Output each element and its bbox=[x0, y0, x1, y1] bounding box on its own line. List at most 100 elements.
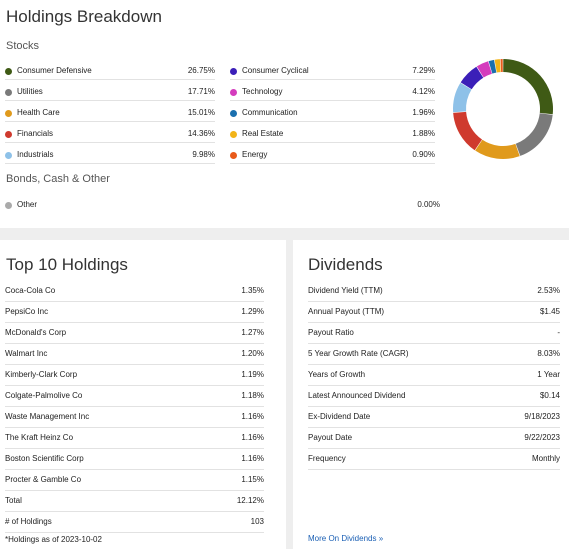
row-value: 2.53% bbox=[537, 286, 560, 295]
sector-percent: 7.29% bbox=[412, 66, 435, 75]
row-label: Colgate-Palmolive Co bbox=[5, 391, 83, 400]
sector-name: Industrials bbox=[17, 150, 54, 159]
row-label: Waste Management Inc bbox=[5, 412, 90, 421]
row-divider bbox=[230, 121, 435, 122]
sector-color-dot bbox=[230, 110, 237, 117]
row-divider bbox=[308, 448, 560, 449]
sector-percent: 1.88% bbox=[412, 129, 435, 138]
row-value: 1.15% bbox=[241, 475, 264, 484]
donut-slice-technology bbox=[476, 61, 492, 78]
sector-name: Consumer Cyclical bbox=[242, 66, 309, 75]
table-row: Ex-Dividend Date 9/18/2023 bbox=[308, 407, 560, 428]
row-value: - bbox=[557, 328, 560, 337]
sector-color-dot bbox=[5, 152, 12, 159]
sector-name: Utilities bbox=[17, 87, 43, 96]
row-label: Payout Ratio bbox=[308, 328, 354, 337]
table-row: Kimberly-Clark Corp 1.19% bbox=[5, 365, 264, 386]
donut-slice-utilities bbox=[515, 113, 553, 156]
sector-color-dot bbox=[5, 89, 12, 96]
sector-color-dot bbox=[230, 131, 237, 138]
donut-slice-industrials bbox=[453, 82, 472, 113]
row-value: 1.16% bbox=[241, 433, 264, 442]
row-divider bbox=[5, 121, 215, 122]
sector-percent: 17.71% bbox=[187, 87, 215, 96]
more-on-dividends-link[interactable]: More On Dividends » bbox=[308, 534, 384, 543]
row-label: Ex-Dividend Date bbox=[308, 412, 371, 421]
sector-color-dot bbox=[230, 68, 237, 75]
dividends-panel: Dividends Dividend Yield (TTM) 2.53% Annua… bbox=[293, 240, 569, 549]
row-divider bbox=[5, 79, 215, 80]
donut-slice-consumer-cyclical bbox=[460, 66, 484, 90]
row-value: 1.29% bbox=[241, 307, 264, 316]
table-row: Colgate-Palmolive Co 1.18% bbox=[5, 386, 264, 407]
sector-name: Communication bbox=[242, 108, 298, 117]
row-value: 103 bbox=[250, 517, 264, 526]
table-row: Dividend Yield (TTM) 2.53% bbox=[308, 281, 560, 302]
sector-donut-chart bbox=[453, 59, 553, 159]
holdings-footnote: *Holdings as of 2023-10-02 bbox=[5, 535, 102, 544]
sector-color-dot bbox=[5, 110, 12, 117]
row-divider bbox=[5, 532, 264, 533]
row-divider bbox=[308, 469, 560, 470]
row-label: Dividend Yield (TTM) bbox=[308, 286, 383, 295]
sector-name: Financials bbox=[17, 129, 54, 138]
row-value: 1.27% bbox=[241, 328, 264, 337]
row-divider bbox=[5, 406, 264, 407]
row-divider bbox=[230, 142, 435, 143]
row-value: 9/18/2023 bbox=[524, 412, 560, 421]
row-value: 1.16% bbox=[241, 454, 264, 463]
row-divider bbox=[5, 100, 215, 101]
row-value: $0.14 bbox=[539, 391, 560, 400]
row-divider bbox=[230, 79, 435, 80]
row-label: 5 Year Growth Rate (CAGR) bbox=[308, 349, 409, 358]
row-divider bbox=[308, 364, 560, 365]
top-10-holdings-title: Top 10 Holdings bbox=[6, 255, 128, 274]
table-row: Payout Ratio - bbox=[308, 323, 560, 344]
row-divider bbox=[308, 322, 560, 323]
row-label: Kimberly-Clark Corp bbox=[5, 370, 78, 379]
table-row: Payout Date 9/22/2023 bbox=[308, 428, 560, 449]
row-label: PepsiCo Inc bbox=[5, 307, 49, 316]
table-row: 5 Year Growth Rate (CAGR) 8.03% bbox=[308, 344, 560, 365]
donut-slice-consumer-defensive bbox=[503, 59, 553, 115]
sector-name: Consumer Defensive bbox=[17, 66, 92, 75]
holdings-breakdown-title: Holdings Breakdown bbox=[6, 7, 162, 26]
row-divider bbox=[5, 469, 264, 470]
row-value: 1.20% bbox=[241, 349, 264, 358]
sector-color-dot bbox=[230, 152, 237, 159]
holdings-breakdown-panel: Holdings Breakdown Stocks Consumer Defen… bbox=[0, 0, 569, 228]
other-color-dot bbox=[5, 202, 12, 209]
row-value: 1.35% bbox=[241, 286, 264, 295]
sector-name: Energy bbox=[242, 150, 268, 159]
row-divider bbox=[5, 343, 264, 344]
sector-name: Health Care bbox=[17, 108, 60, 117]
sector-name: Other bbox=[17, 200, 38, 209]
bonds-subheading: Bonds, Cash & Other bbox=[6, 173, 110, 185]
row-label: Procter & Gamble Co bbox=[5, 475, 82, 484]
row-label: The Kraft Heinz Co bbox=[5, 433, 74, 442]
sector-percent: 15.01% bbox=[187, 108, 215, 117]
table-row: Years of Growth 1 Year bbox=[308, 365, 560, 386]
row-value: 12.12% bbox=[236, 496, 264, 505]
row-label: Total bbox=[5, 496, 22, 505]
sector-percent: 0.00% bbox=[417, 200, 440, 209]
row-divider bbox=[308, 427, 560, 428]
donut-slice-communication bbox=[488, 59, 497, 74]
table-row: McDonald's Corp 1.27% bbox=[5, 323, 264, 344]
row-label: Years of Growth bbox=[308, 370, 366, 379]
row-divider bbox=[5, 364, 264, 365]
row-divider bbox=[5, 427, 264, 428]
sector-color-dot bbox=[230, 89, 237, 96]
donut-slice-real-estate bbox=[494, 59, 501, 73]
row-label: Boston Scientific Corp bbox=[5, 454, 84, 463]
row-label: McDonald's Corp bbox=[5, 328, 67, 337]
stocks-subheading: Stocks bbox=[6, 40, 40, 52]
sector-color-dot bbox=[5, 68, 12, 75]
row-label: Payout Date bbox=[308, 433, 353, 442]
row-value: 1.16% bbox=[241, 412, 264, 421]
top-10-holdings-panel: Top 10 Holdings Coca-Cola Co 1.35% PepsiCo… bbox=[0, 240, 286, 549]
row-label: Latest Announced Dividend bbox=[308, 391, 406, 400]
row-divider bbox=[5, 385, 264, 386]
table-row: Boston Scientific Corp 1.16% bbox=[5, 449, 264, 470]
table-row: The Kraft Heinz Co 1.16% bbox=[5, 428, 264, 449]
